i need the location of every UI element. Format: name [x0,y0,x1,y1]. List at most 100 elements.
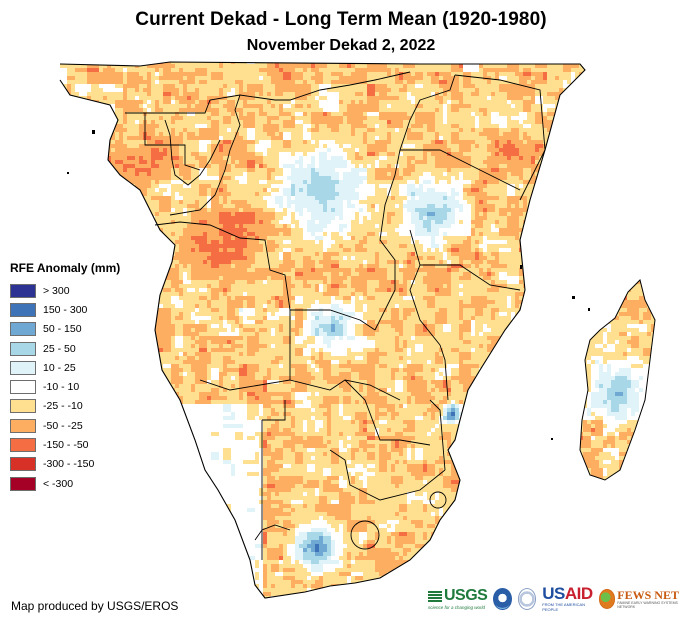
anomaly-cell [263,192,267,196]
anomaly-cell [667,172,671,176]
anomaly-cell [443,100,447,104]
anomaly-cell [291,148,295,152]
anomaly-cell [127,104,131,108]
anomaly-cell [167,180,171,184]
anomaly-cell [379,168,383,172]
anomaly-cell [615,88,619,92]
anomaly-cell [107,72,111,76]
anomaly-cell [655,192,659,196]
anomaly-cell [639,76,643,80]
anomaly-cell [651,196,655,200]
anomaly-cell [551,92,555,96]
anomaly-cell [323,124,327,128]
anomaly-cell [263,76,267,80]
anomaly-cell [575,152,579,156]
anomaly-cell [595,108,599,112]
anomaly-cell [291,124,295,128]
anomaly-cell [79,192,83,196]
anomaly-cell [567,192,571,196]
anomaly-cell [363,144,367,148]
anomaly-cell [95,72,99,76]
anomaly-cell [651,180,655,184]
anomaly-cell [63,168,67,172]
anomaly-cell [547,112,551,116]
anomaly-cell [335,140,339,144]
anomaly-cell [431,80,435,84]
anomaly-cell [587,132,591,136]
anomaly-cell [663,196,667,200]
anomaly-cell [99,196,103,200]
anomaly-cell [343,76,347,80]
anomaly-cell [60,100,63,104]
anomaly-cell [287,128,291,132]
anomaly-cell [87,188,91,192]
anomaly-cell [583,96,587,100]
anomaly-cell [155,152,159,156]
anomaly-cell [239,120,243,124]
anomaly-cell [275,108,279,112]
anomaly-cell [331,116,335,120]
anomaly-cell [439,84,443,88]
anomaly-cell [599,116,603,120]
anomaly-cell [603,100,607,104]
anomaly-cell [595,176,599,180]
anomaly-cell [307,108,311,112]
anomaly-cell [475,84,479,88]
anomaly-cell [471,116,475,120]
anomaly-cell [415,200,419,204]
anomaly-cell [259,116,263,120]
anomaly-cell [527,156,531,160]
anomaly-cell [171,152,175,156]
anomaly-cell [167,62,171,64]
anomaly-cell [207,112,211,116]
anomaly-cell [407,132,411,136]
anomaly-cell [159,84,163,88]
anomaly-cell [299,200,303,204]
anomaly-cell [355,156,359,160]
anomaly-cell [635,76,639,80]
anomaly-cell [535,112,539,116]
anomaly-cell [55,144,59,148]
anomaly-cell [375,132,379,136]
anomaly-cell [399,172,403,176]
anomaly-cell [211,88,215,92]
anomaly-cell [579,172,583,176]
anomaly-cell [611,188,615,192]
anomaly-cell [259,120,263,124]
anomaly-cell [311,104,315,108]
anomaly-cell [63,172,67,176]
anomaly-cell [431,140,435,144]
anomaly-cell [187,172,191,176]
anomaly-cell [459,116,463,120]
anomaly-cell [495,156,499,160]
anomaly-cell [367,200,371,204]
anomaly-cell [203,72,207,76]
anomaly-cell [251,108,255,112]
anomaly-cell [579,132,583,136]
anomaly-cell [87,164,91,168]
anomaly-cell [495,96,499,100]
anomaly-cell [103,108,107,112]
anomaly-cell [231,180,235,184]
anomaly-cell [531,64,535,68]
anomaly-cell [631,64,635,68]
anomaly-cell [475,192,479,196]
anomaly-cell [539,76,543,80]
anomaly-cell [455,88,459,92]
anomaly-cell [107,164,111,168]
anomaly-cell [299,172,303,176]
anomaly-cell [495,140,499,144]
anomaly-cell [619,140,623,144]
anomaly-cell [663,160,667,164]
anomaly-cell [167,140,171,144]
anomaly-cell [111,160,115,164]
anomaly-cell [471,160,475,164]
anomaly-cell [631,148,635,152]
anomaly-cell [159,80,163,84]
anomaly-cell [651,68,655,72]
anomaly-cell [299,140,303,144]
anomaly-cell [503,72,507,76]
anomaly-cell [99,92,103,96]
anomaly-cell [607,68,611,72]
anomaly-cell [75,180,79,184]
